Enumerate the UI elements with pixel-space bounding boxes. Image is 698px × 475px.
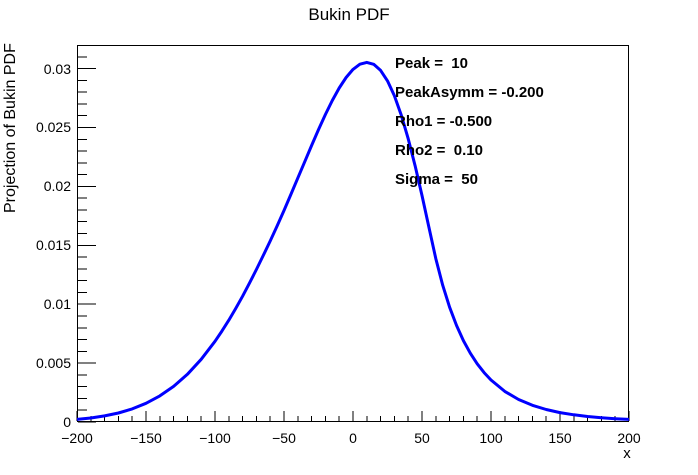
y-tick-label: 0.025 xyxy=(35,119,71,136)
x-tick-label: 100 xyxy=(479,430,503,446)
bukin-pdf-curve xyxy=(76,60,630,421)
x-axis-title: x xyxy=(623,445,631,462)
stat-line: Peak = 10 xyxy=(395,55,468,72)
chart-title: Bukin PDF xyxy=(308,5,390,24)
x-tick-label: 50 xyxy=(414,430,430,446)
x-tick-label: −100 xyxy=(199,430,231,446)
y-tick-label: 0.02 xyxy=(43,178,71,195)
x-tick-label: −50 xyxy=(272,430,296,446)
stat-line: Rho1 = -0.500 xyxy=(395,113,493,130)
plot-frame xyxy=(77,45,629,422)
y-tick-label: 0 xyxy=(63,414,71,430)
y-tick-label: 0.005 xyxy=(35,355,71,372)
x-tick-label: −150 xyxy=(130,430,162,446)
y-tick-label: 0.015 xyxy=(35,237,71,254)
x-tick-label: 200 xyxy=(617,430,641,446)
x-tick-label: −200 xyxy=(61,430,93,446)
stat-line: PeakAsymm = -0.200 xyxy=(395,84,544,101)
y-tick-label: 0.03 xyxy=(43,60,71,77)
stat-line: Sigma = 50 xyxy=(395,171,478,188)
x-tick-label: 150 xyxy=(548,430,572,446)
y-tick-label: 0.01 xyxy=(43,296,71,313)
x-tick-label: 0 xyxy=(349,430,357,446)
stat-line: Rho2 = 0.10 xyxy=(395,142,483,159)
parameter-box: Peak = 10 PeakAsymm = -0.200 Rho1 = -0.500… xyxy=(395,49,544,194)
